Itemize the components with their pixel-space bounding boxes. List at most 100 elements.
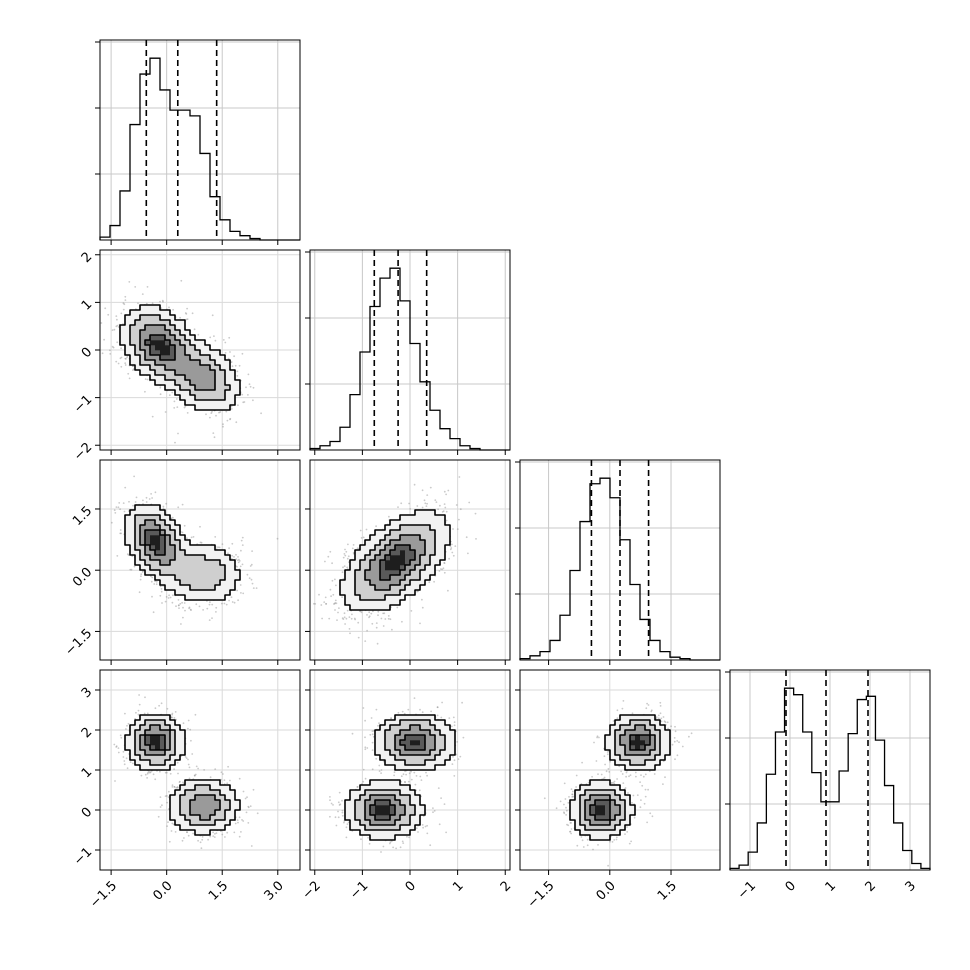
- density-cell: [170, 535, 176, 541]
- scatter-point: [366, 629, 368, 632]
- density-cell: [355, 580, 361, 586]
- scatter-point: [333, 602, 336, 605]
- scatter-point: [185, 313, 188, 315]
- density-cell: [135, 320, 141, 326]
- density-cell: [175, 535, 181, 541]
- scatter-point: [401, 620, 403, 623]
- density-cell: [130, 530, 136, 536]
- scatter-point: [124, 357, 127, 360]
- scatter-point: [198, 605, 201, 608]
- density-cell: [135, 560, 141, 566]
- density-cell: [230, 395, 236, 401]
- density-cell: [190, 335, 196, 341]
- density-cell: [165, 570, 171, 576]
- density-cell: [165, 380, 171, 386]
- density-cell: [130, 310, 136, 316]
- density-cell: [175, 390, 181, 396]
- scatter-point: [230, 408, 233, 410]
- scatter-point: [343, 612, 346, 615]
- scatter-point: [419, 622, 421, 625]
- density-cell: [145, 320, 151, 326]
- scatter-point: [334, 602, 337, 604]
- density-cell: [135, 530, 141, 536]
- scatter-point: [240, 592, 242, 594]
- density-cell: [375, 595, 381, 601]
- density-cell: [160, 335, 166, 341]
- scatter-point: [325, 603, 327, 605]
- density-cell: [125, 520, 131, 526]
- density-cell: [200, 355, 206, 361]
- density-cell: [135, 315, 141, 321]
- density-cell: [225, 365, 231, 371]
- density-cell: [180, 590, 186, 596]
- density-cell: [130, 545, 136, 551]
- density-cell: [140, 545, 146, 551]
- density-cell: [365, 550, 371, 556]
- scatter-point: [210, 412, 213, 414]
- scatter-point: [175, 605, 177, 608]
- scatter-point: [459, 508, 462, 511]
- density-cell: [175, 375, 181, 381]
- density-cell: [170, 380, 176, 386]
- density-cell: [375, 600, 381, 606]
- scatter-point: [323, 601, 326, 603]
- density-cell: [160, 360, 166, 366]
- scatter-point: [366, 614, 368, 616]
- density-cell: [205, 555, 211, 561]
- scatter-point: [238, 560, 241, 562]
- scatter-point: [456, 528, 459, 530]
- density-cell: [170, 530, 176, 536]
- density-cell: [205, 570, 211, 576]
- density-cell: [215, 360, 221, 366]
- scatter-point: [150, 580, 153, 583]
- scatter-point: [167, 597, 170, 599]
- density-cell: [170, 360, 176, 366]
- panel-frame: [519, 459, 721, 661]
- density-cell: [195, 395, 201, 401]
- scatter-point: [181, 601, 184, 604]
- scatter-point: [421, 606, 424, 609]
- density-cell: [140, 370, 146, 376]
- scatter-point: [353, 617, 356, 620]
- density-cell: [150, 520, 156, 526]
- density-cell: [150, 505, 156, 511]
- density-cell: [205, 560, 211, 566]
- scatter-point: [382, 612, 384, 615]
- density-cell: [165, 580, 171, 586]
- density-cell: [135, 525, 141, 531]
- density-cell: [210, 565, 216, 571]
- density-cell: [220, 385, 226, 391]
- density-cell: [225, 400, 231, 406]
- density-cell: [195, 570, 201, 576]
- scatter-point: [183, 406, 186, 409]
- panel-content: [310, 460, 510, 660]
- density-cell: [380, 570, 386, 576]
- scatter-point: [119, 357, 122, 360]
- density-cell: [380, 565, 386, 571]
- scatter-point: [177, 506, 180, 509]
- density-cell: [205, 585, 211, 591]
- scatter-point: [127, 372, 130, 375]
- scatter-point: [389, 618, 392, 621]
- density-cell: [160, 510, 166, 516]
- scatter-point: [221, 602, 223, 605]
- scatter-point: [219, 411, 222, 413]
- scatter-point: [416, 590, 418, 593]
- scatter-point: [344, 623, 346, 625]
- scatter-point: [357, 621, 360, 624]
- scatter-point: [337, 611, 339, 614]
- contour-line: [139, 324, 216, 391]
- scatter-point: [344, 554, 347, 557]
- density-cell: [155, 365, 161, 371]
- density-cell: [375, 550, 381, 556]
- scatter-point: [224, 352, 227, 354]
- panel-frame: [99, 459, 301, 661]
- density-cell: [170, 550, 176, 556]
- scatter-point: [132, 504, 134, 507]
- density-cell: [375, 605, 381, 611]
- scatter-point: [252, 587, 255, 589]
- scatter-point: [351, 613, 353, 616]
- density-cell: [145, 530, 151, 536]
- scatter-point: [342, 566, 344, 569]
